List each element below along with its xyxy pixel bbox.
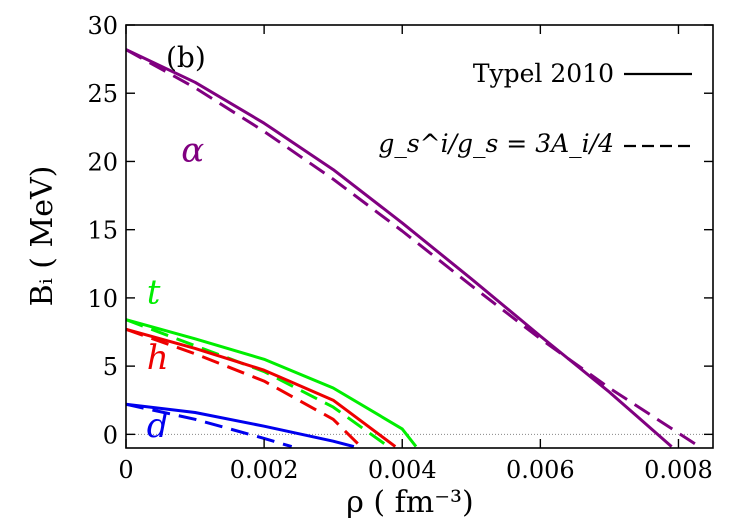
series-line-dashed: [126, 402, 293, 448]
series-line-dashed: [126, 48, 701, 448]
y-tick-label: 15: [87, 217, 118, 245]
legend: Typel 2010 g_s^i/g_s = 3A_i/4: [378, 59, 692, 158]
legend-entry-formula: g_s^i/g_s = 3A_i/4: [378, 129, 614, 158]
series-line-solid: [126, 327, 397, 448]
series-name-label: d: [147, 406, 169, 446]
series-name-label: α: [181, 130, 204, 170]
series-name-label: h: [147, 338, 169, 378]
series-line-dashed: [126, 327, 362, 448]
y-tick-label: 25: [87, 80, 118, 108]
panel-label: (b): [166, 41, 206, 74]
series-layer: [126, 48, 701, 448]
x-tick-label: 0.008: [644, 456, 713, 484]
series-name-label: t: [147, 272, 161, 312]
series-line-solid: [126, 402, 355, 448]
series-line-solid: [126, 318, 418, 448]
y-tick-label: 0: [103, 421, 118, 449]
x-tick-label: 0: [118, 456, 133, 484]
x-tick-label: 0.004: [368, 456, 437, 484]
y-axis-title: Bᵢ ( MeV): [25, 166, 60, 307]
series-line-solid: [126, 48, 673, 448]
x-tick-label: 0.006: [506, 456, 575, 484]
y-tick-label: 20: [87, 148, 118, 176]
x-axis-title: ρ ( fm⁻³): [346, 485, 474, 520]
y-tick-label: 5: [103, 353, 118, 381]
tick-layer: 0 0.002 0.004 0.006 0.008 0 5 10 15 20 25 30: [87, 12, 713, 484]
legend-entry-label: Typel 2010: [473, 59, 614, 88]
y-tick-label: 30: [87, 12, 118, 40]
plot-frame: [125, 24, 714, 449]
series-label-layer: α thd: [147, 130, 205, 446]
x-tick-label: 0.002: [230, 456, 299, 484]
y-tick-label: 10: [87, 285, 118, 313]
